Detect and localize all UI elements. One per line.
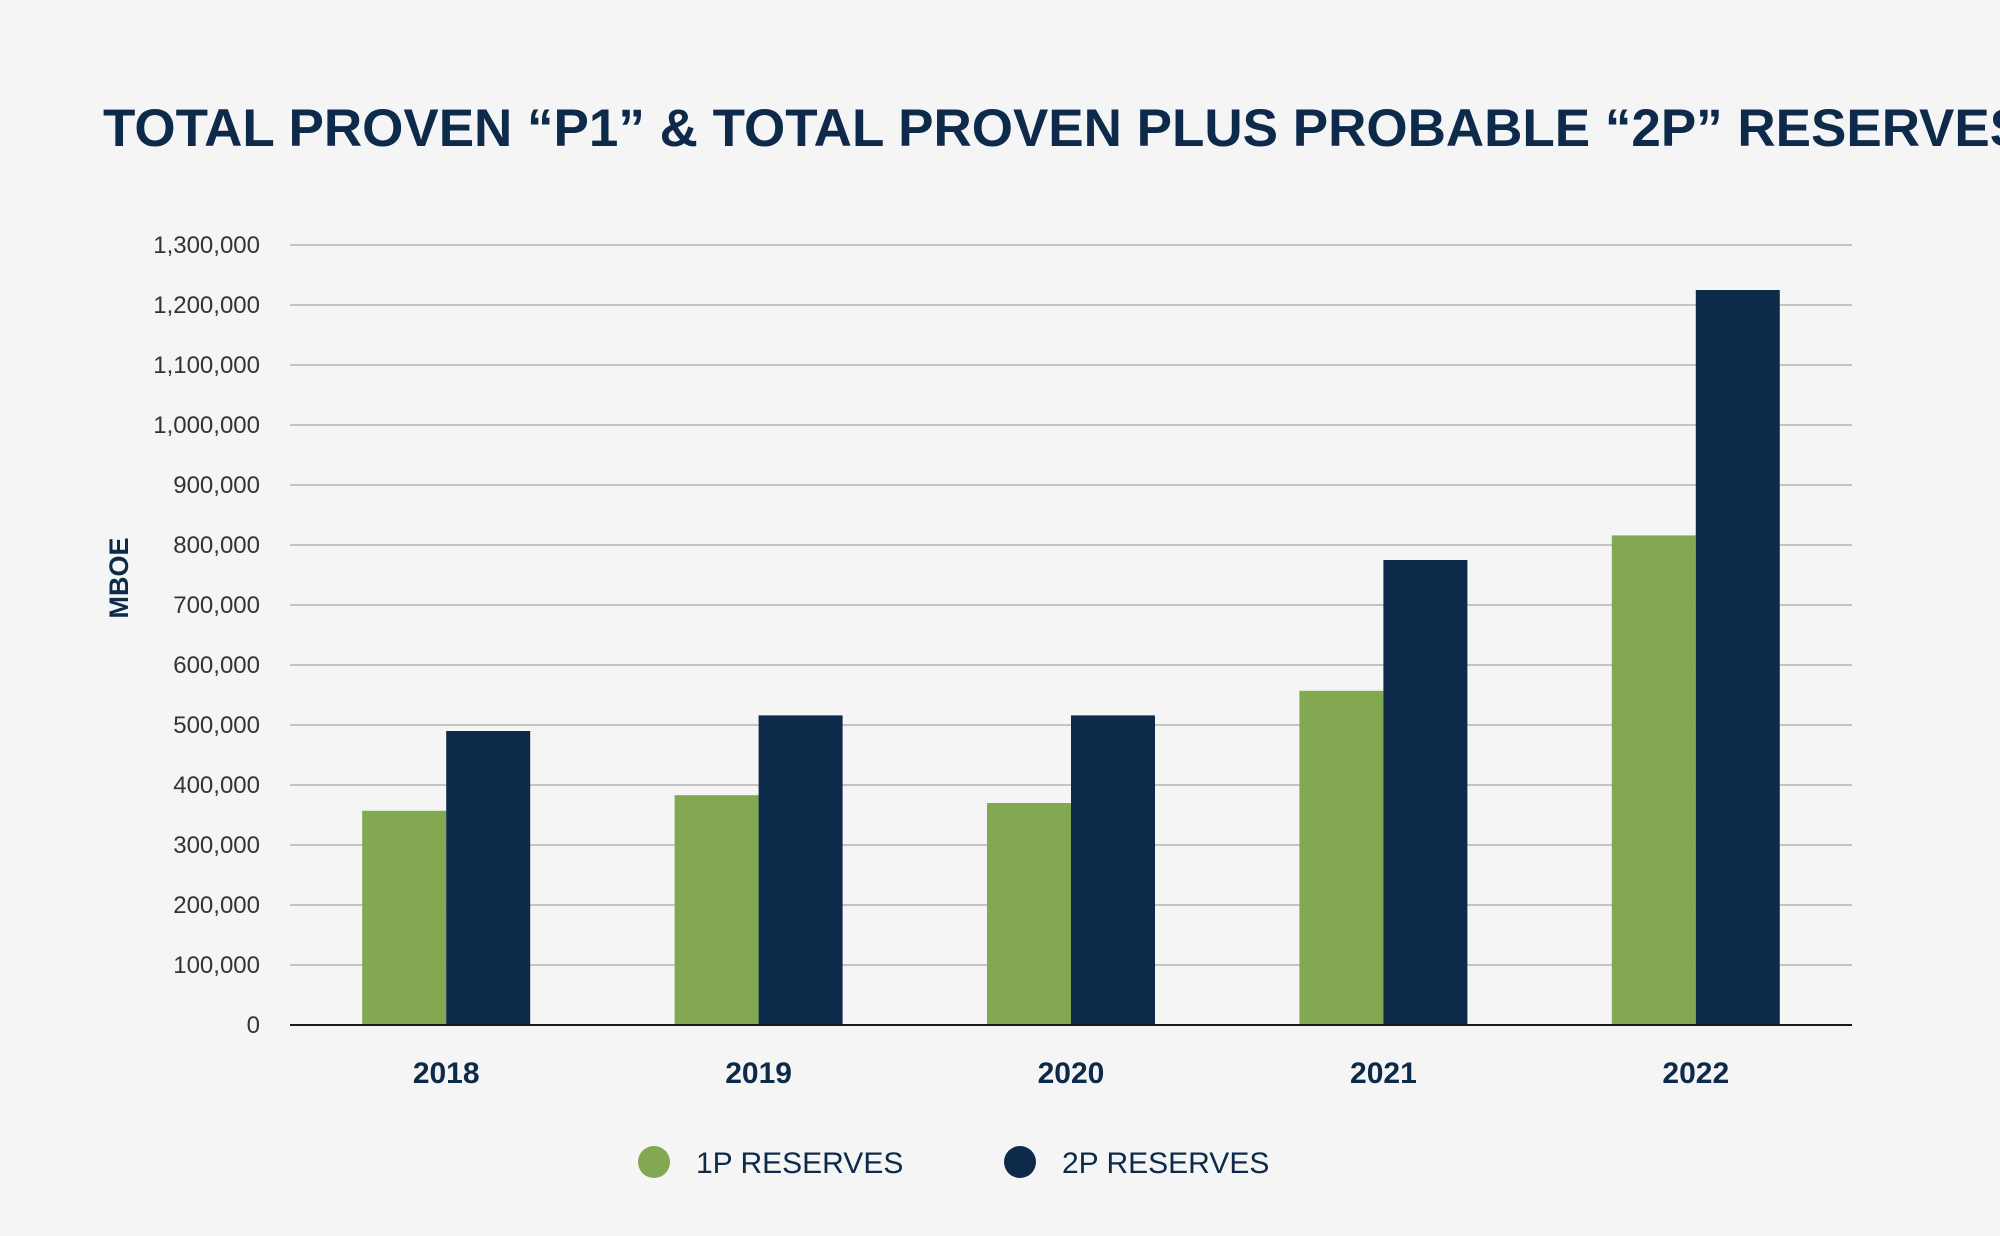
x-tick-label: 2018	[413, 1057, 480, 1090]
y-tick-label: 1,300,000	[153, 232, 260, 259]
y-axis-ticks: 0 100,000 200,000 300,000 400,000 500,000 600,…	[153, 232, 260, 1039]
y-tick-label: 500,000	[173, 712, 260, 739]
legend-label-1p: 1P RESERVES	[696, 1147, 903, 1180]
bar-1p-2022	[1611, 535, 1696, 1025]
bar-2p-2018	[446, 731, 531, 1025]
bar-2p-2021	[1383, 560, 1468, 1025]
bar-1p-2019	[674, 795, 759, 1025]
legend-label-2p: 2P RESERVES	[1062, 1147, 1269, 1180]
y-tick-label: 0	[247, 1012, 260, 1039]
legend: 1P RESERVES 2P RESERVES	[638, 1146, 1269, 1180]
bar-1p-2021	[1299, 690, 1384, 1025]
bar-1p-2020	[987, 803, 1071, 1025]
y-tick-label: 1,000,000	[153, 412, 260, 439]
bars	[362, 290, 1780, 1025]
y-tick-label: 100,000	[173, 952, 260, 979]
x-tick-label: 2019	[725, 1057, 792, 1090]
y-tick-label: 700,000	[173, 592, 260, 619]
bar-2p-2019	[758, 715, 843, 1025]
bar-1p-2018	[362, 810, 447, 1025]
y-tick-label: 800,000	[173, 532, 260, 559]
y-tick-label: 1,100,000	[153, 352, 260, 379]
legend-marker-2p	[1004, 1146, 1036, 1178]
y-tick-label: 400,000	[173, 772, 260, 799]
x-tick-label: 2022	[1662, 1057, 1729, 1090]
legend-marker-1p	[638, 1146, 670, 1178]
x-axis-ticks: 2018 2019 2020 2021 2022	[413, 1057, 1729, 1090]
y-tick-label: 300,000	[173, 832, 260, 859]
y-tick-label: 1,200,000	[153, 292, 260, 319]
x-tick-label: 2020	[1038, 1057, 1105, 1090]
y-tick-label: 600,000	[173, 652, 260, 679]
y-axis-label: MBOE	[104, 538, 134, 619]
x-tick-label: 2021	[1350, 1057, 1417, 1090]
chart-title: TOTAL PROVEN “P1” & TOTAL PROVEN PLUS PR…	[103, 99, 2000, 158]
bar-2p-2022	[1695, 290, 1780, 1025]
y-tick-label: 900,000	[173, 472, 260, 499]
y-tick-label: 200,000	[173, 892, 260, 919]
bar-2p-2020	[1071, 715, 1155, 1025]
